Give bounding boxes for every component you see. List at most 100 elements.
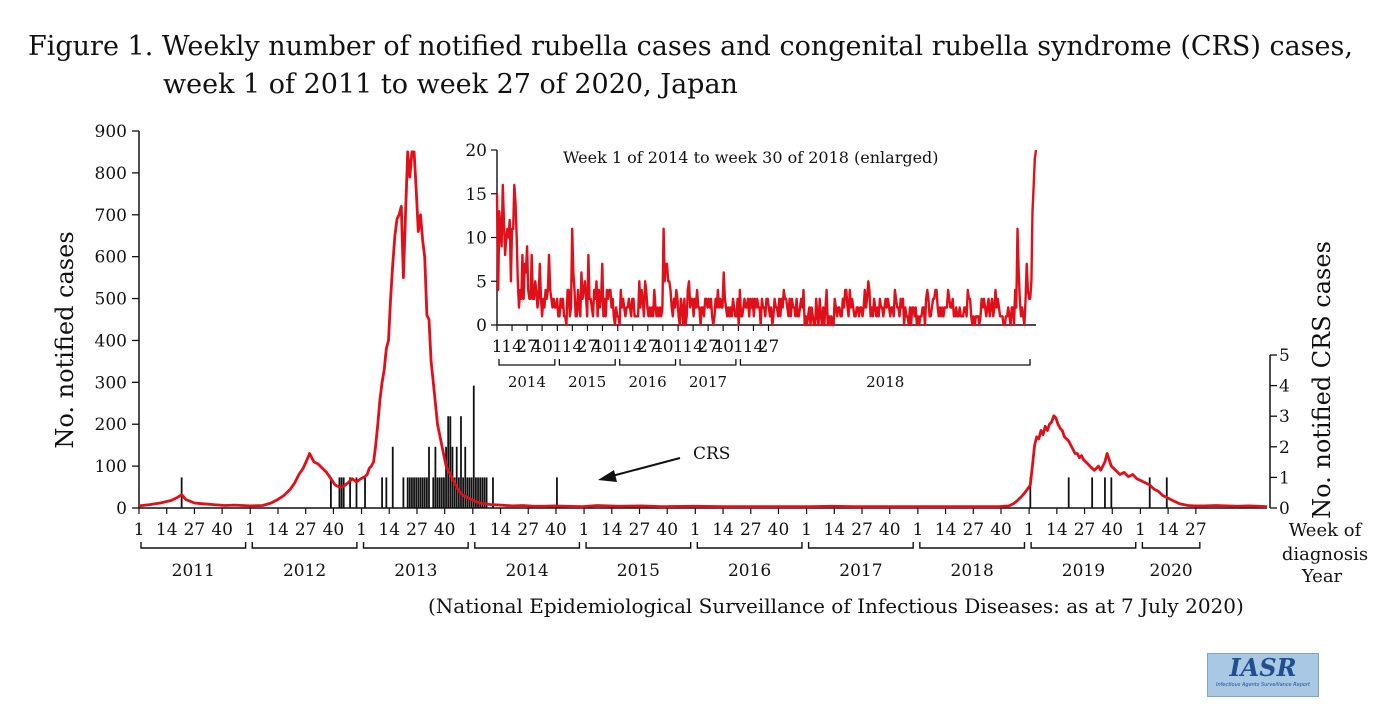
inset-year-bracket (739, 359, 1031, 366)
x-tick-label: 40 (211, 520, 233, 540)
x-tick-label: 1 (134, 520, 145, 540)
x-tick-label: 1 (245, 520, 256, 540)
year-label: 2017 (839, 561, 882, 581)
inset-year-label: 2016 (629, 373, 667, 391)
logo-subtitle: Infectious Agents Surveillance Report (1215, 682, 1311, 688)
year-label: 2016 (728, 561, 771, 581)
x-tick-label: 40 (1101, 520, 1123, 540)
x-tick-label: 27 (295, 520, 317, 540)
cases-line (138, 150, 1268, 509)
inset-year-bracket (558, 359, 616, 366)
logo-text: IASR (1229, 653, 1297, 682)
inset-year-bracket (679, 359, 737, 366)
x-tick-label: 27 (740, 520, 762, 540)
y-tick-label-right: 3 (1279, 407, 1290, 427)
crs-arrow-head (598, 470, 617, 482)
year-label: 2013 (394, 561, 437, 581)
year-bracket (474, 542, 581, 549)
year-bracket (807, 542, 914, 549)
y-axis-label-right: No. notified CRS cases (1308, 241, 1336, 519)
y-tick-label-left: 500 (95, 290, 127, 310)
year-label: 2019 (1062, 561, 1105, 581)
x-tick-label: 27 (962, 520, 984, 540)
inset-title: Week 1 of 2014 to week 30 of 2018 (enlar… (563, 148, 939, 167)
x-tick-label: 27 (184, 520, 206, 540)
x-tick-label: 14 (601, 520, 623, 540)
x-tick-label: 1 (801, 520, 812, 540)
x-tick-label: 40 (990, 520, 1012, 540)
inset-y-tick-label: 5 (476, 272, 487, 292)
x-tick-label: 27 (629, 520, 651, 540)
year-label: 2014 (505, 561, 548, 581)
x-tick-label: 14 (935, 520, 957, 540)
x-tick-label: 1 (690, 520, 701, 540)
inset-year-label: 2015 (568, 373, 606, 391)
x-tick-label: 14 (1046, 520, 1068, 540)
inset-x-tick-label: 40 (531, 337, 553, 357)
crs-annotation-arrow (611, 457, 681, 477)
x-tick-label: 40 (434, 520, 456, 540)
y-tick-label-right: 1 (1279, 468, 1290, 488)
crs-annotation-label: CRS (693, 444, 730, 464)
y-tick-label-right: 5 (1279, 346, 1290, 366)
y-tick-label-left: 400 (95, 331, 127, 351)
year-bracket (585, 542, 692, 549)
year-bracket (919, 542, 1026, 549)
inset-x-tick-label: 27 (758, 337, 780, 357)
inset-cases-line (495, 149, 1038, 327)
year-label: 2011 (172, 561, 215, 581)
x-tick-label: 40 (768, 520, 790, 540)
x-tick-label: 40 (545, 520, 567, 540)
year-bracket (696, 542, 803, 549)
y-tick-label-left: 0 (116, 499, 127, 519)
inset-y-tick-label: 0 (476, 316, 487, 336)
inset-x-tick-label: 27 (516, 337, 538, 357)
year-bracket (1141, 542, 1201, 549)
y-tick-label-left: 600 (95, 248, 127, 268)
x-axis-label: Week of (1289, 520, 1363, 541)
figure-title: Figure 1. Weekly number of notified rube… (28, 28, 1353, 104)
year-bracket (1030, 542, 1137, 549)
x-tick-label: 1 (356, 520, 367, 540)
inset-year-label: 2017 (689, 373, 727, 391)
inset-x-tick-label: 27 (637, 337, 659, 357)
x-axis-label: diagnosis (1282, 544, 1368, 565)
inset-x-tick-label: 14 (501, 337, 523, 357)
x-axis-year-label: Year (1301, 566, 1343, 587)
x-tick-label: 27 (1074, 520, 1096, 540)
inset-x-tick-label: 40 (712, 337, 734, 357)
inset-year-label: 2014 (508, 373, 546, 391)
y-axis-label-left: No. notified cases (51, 231, 79, 448)
inset-x-tick-label: 1 (733, 337, 744, 357)
x-tick-label: 1 (1135, 520, 1146, 540)
y-tick-label-left: 800 (95, 164, 127, 184)
year-label: 2012 (283, 561, 326, 581)
x-tick-label: 14 (823, 520, 845, 540)
year-bracket (362, 542, 469, 549)
inset-x-tick-label: 40 (652, 337, 674, 357)
x-tick-label: 14 (378, 520, 400, 540)
inset-x-tick-label: 1 (673, 337, 684, 357)
x-tick-label: 27 (1185, 520, 1207, 540)
x-tick-label: 14 (712, 520, 734, 540)
y-tick-label-right: 4 (1279, 377, 1290, 397)
year-bracket (140, 542, 247, 549)
y-tick-label-left: 300 (95, 373, 127, 393)
year-label: 2018 (951, 561, 994, 581)
x-tick-label: 27 (406, 520, 428, 540)
x-tick-label: 1 (1024, 520, 1035, 540)
year-label: 2015 (617, 561, 660, 581)
inset-y-tick-label: 10 (465, 229, 487, 249)
year-label: 2020 (1149, 561, 1192, 581)
inset-y-tick-label: 20 (465, 141, 487, 161)
y-tick-label-left: 700 (95, 206, 127, 226)
y-tick-label-left: 200 (95, 415, 127, 435)
x-tick-label: 40 (323, 520, 345, 540)
inset-year-bracket (498, 359, 556, 366)
inset-chart: 0 5 10 15 20 Week 1 of 2014 to week 30 of 201… (465, 141, 1038, 391)
inset-x-tick-label: 40 (592, 337, 614, 357)
inset-x-tick-label: 27 (697, 337, 719, 357)
x-tick-label: 1 (467, 520, 478, 540)
